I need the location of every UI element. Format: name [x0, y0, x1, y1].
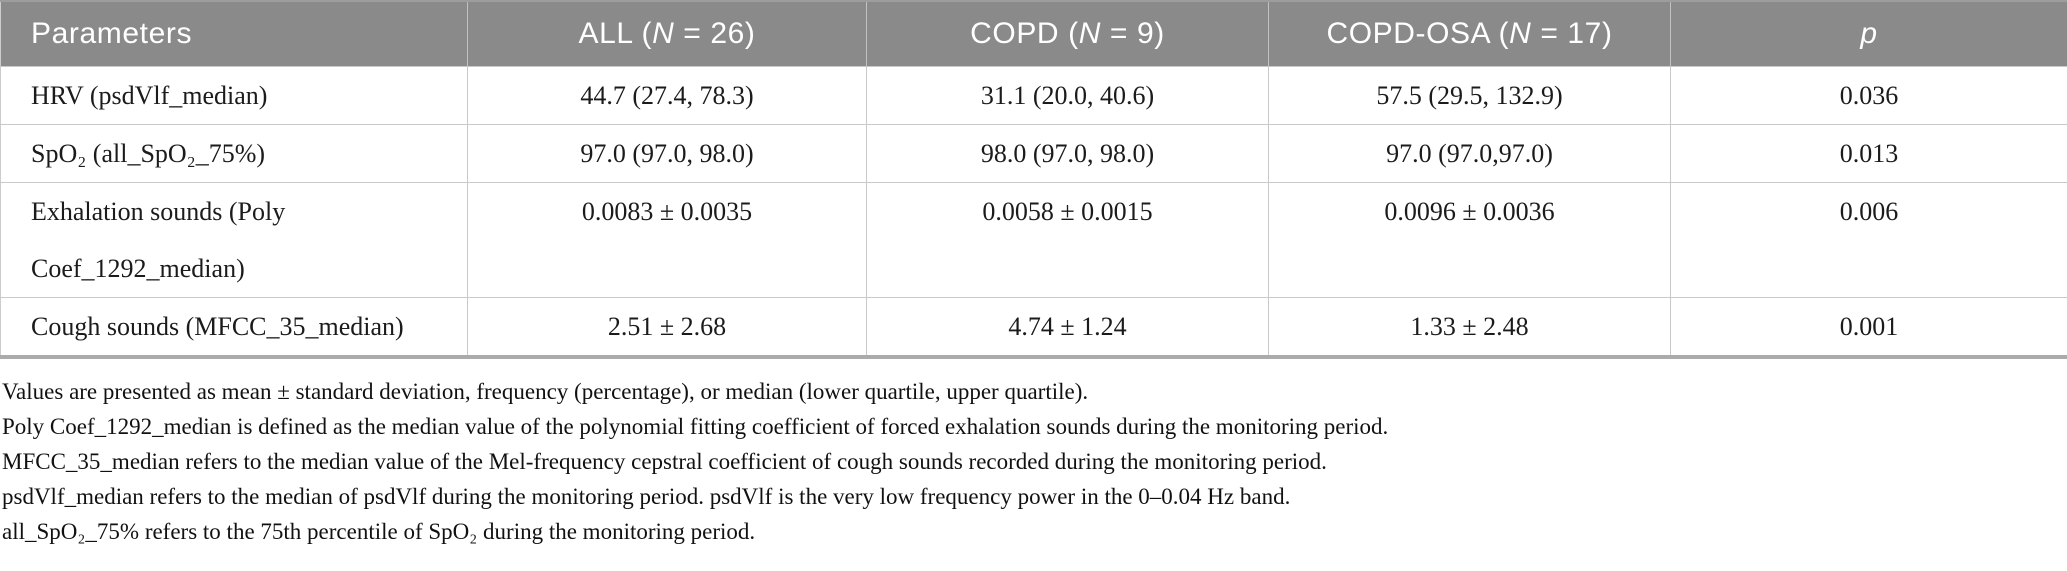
- cell-copd-osa-value: 97.0 (97.0,97.0): [1268, 124, 1671, 183]
- col-header-copd-pre: COPD (: [970, 17, 1079, 50]
- table-row-spo2: SpO₂ (all_SpO₂_75%) 97.0 (97.0, 98.0) 98…: [0, 124, 2067, 183]
- table-row-cough-sounds: Cough sounds (MFCC_35_median) 2.51 ± 2.6…: [0, 297, 2067, 357]
- table-row-hrv: HRV (psdVlf_median) 44.7 (27.4, 78.3) 31…: [0, 66, 2067, 125]
- cell-copd-osa-value: 57.5 (29.5, 132.9): [1268, 66, 1671, 125]
- table-body: HRV (psdVlf_median) 44.7 (27.4, 78.3) 31…: [0, 66, 2067, 357]
- cell-copd-osa-value: 1.33 ± 2.48: [1268, 297, 1671, 357]
- cell-p-value: 0.001: [1670, 297, 2067, 357]
- col-header-all: ALL (N = 26): [467, 1, 867, 67]
- cell-all-value: 2.51 ± 2.68: [467, 297, 867, 357]
- cell-p-value: 0.013: [1670, 124, 2067, 183]
- cell-copd-value: 31.1 (20.0, 40.6): [866, 66, 1269, 125]
- cell-copd-value: 98.0 (97.0, 98.0): [866, 124, 1269, 183]
- table-footnotes: Values are presented as mean ± standard …: [0, 359, 2067, 549]
- cell-all-value: 97.0 (97.0, 98.0): [467, 124, 867, 183]
- cell-p-value: 0.036: [1670, 66, 2067, 125]
- col-header-all-post: = 26): [674, 17, 756, 50]
- parameters-comparison-table: Parameters ALL (N = 26) COPD (N = 9) COP…: [0, 0, 2067, 359]
- cell-copd-value: 0.0058 ± 0.0015: [866, 182, 1269, 298]
- footnote-poly-coef-definition: Poly Coef_1292_median is defined as the …: [2, 414, 1389, 439]
- col-header-copd-osa-pre: COPD-OSA (: [1326, 17, 1510, 50]
- col-header-parameters: Parameters: [0, 1, 468, 67]
- cell-parameter: HRV (psdVlf_median): [0, 66, 468, 125]
- cell-p-value: 0.006: [1670, 182, 2067, 298]
- cell-copd-value: 4.74 ± 1.24: [866, 297, 1269, 357]
- col-header-copd-n: N: [1078, 17, 1101, 50]
- header-row: Parameters ALL (N = 26) COPD (N = 9) COP…: [0, 1, 2067, 67]
- col-header-copd: COPD (N = 9): [866, 1, 1269, 67]
- cell-copd-osa-value: 0.0096 ± 0.0036: [1268, 182, 1671, 298]
- col-header-all-n: N: [652, 17, 675, 50]
- col-header-copd-post: = 9): [1101, 17, 1165, 50]
- footnote-spo2-definition: all_SpO₂_75% refers to the 75th percenti…: [2, 519, 756, 544]
- cell-all-value: 44.7 (27.4, 78.3): [467, 66, 867, 125]
- col-header-p-value: p: [1670, 1, 2067, 67]
- table-row-exhalation-sounds: Exhalation sounds (Poly Coef_1292_median…: [0, 182, 2067, 298]
- footnote-values-presentation: Values are presented as mean ± standard …: [2, 379, 1089, 404]
- cell-all-value: 0.0083 ± 0.0035: [467, 182, 867, 298]
- table-figure: Parameters ALL (N = 26) COPD (N = 9) COP…: [0, 0, 2067, 549]
- col-header-copd-osa-n: N: [1509, 17, 1532, 50]
- col-header-copd-osa: COPD-OSA (N = 17): [1268, 1, 1671, 67]
- col-header-all-pre: ALL (: [578, 17, 653, 50]
- cell-parameter: SpO₂ (all_SpO₂_75%): [0, 124, 468, 183]
- table-header: Parameters ALL (N = 26) COPD (N = 9) COP…: [0, 1, 2067, 67]
- footnote-psdvlf-definition: psdVlf_median refers to the median of ps…: [2, 484, 1291, 509]
- cell-parameter: Cough sounds (MFCC_35_median): [0, 297, 468, 357]
- cell-parameter: Exhalation sounds (Poly Coef_1292_median…: [0, 182, 468, 298]
- col-header-copd-osa-post: = 17): [1531, 17, 1613, 50]
- footnote-mfcc-definition: MFCC_35_median refers to the median valu…: [2, 449, 1327, 474]
